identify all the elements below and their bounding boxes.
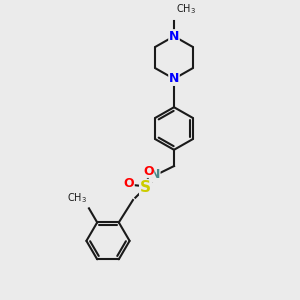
Text: CH$_3$: CH$_3$ [68, 192, 88, 206]
Text: CH$_3$: CH$_3$ [176, 3, 196, 16]
Text: S: S [140, 180, 151, 195]
Text: O: O [143, 165, 154, 178]
Text: N: N [169, 72, 179, 85]
Text: N: N [169, 30, 179, 43]
Text: N: N [149, 168, 160, 182]
Text: H: H [146, 165, 154, 175]
Text: O: O [124, 176, 134, 190]
